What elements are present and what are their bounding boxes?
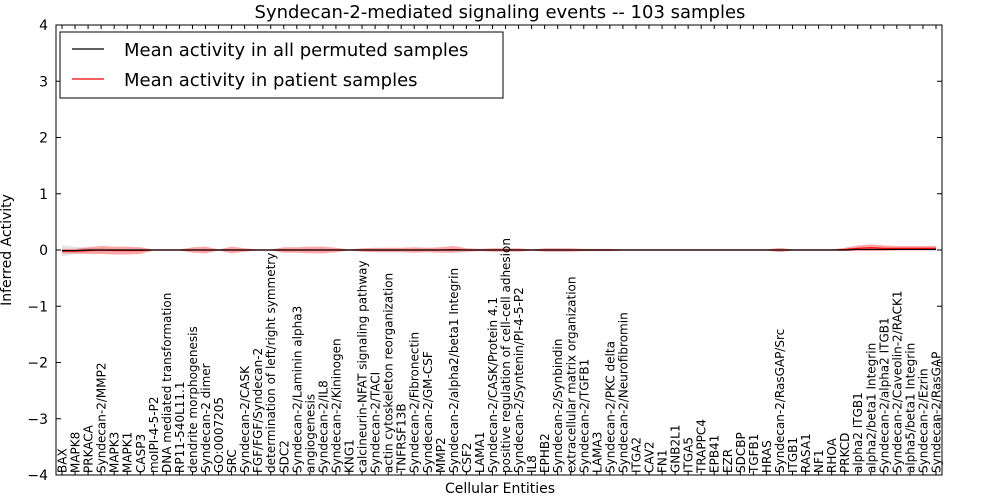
x-tick-label: Syndecan-2/IL8	[316, 380, 330, 473]
legend-label-patient: Mean activity in patient samples	[124, 70, 418, 91]
x-tick-label: MMP2	[434, 437, 448, 473]
x-tick-label: Syndecan-2/RasGAP	[930, 352, 944, 473]
series-line-0	[62, 248, 936, 252]
x-tick-label: Syndecan-2/alpha2/beta1 Integrin	[447, 268, 461, 473]
y-tick-label: 4	[39, 18, 48, 34]
x-tick-label: Syndecan-2/Caveolin-2/RACK1	[890, 291, 904, 473]
x-tick-label: MAPK1	[121, 432, 135, 473]
x-tick-label: CAV2	[643, 441, 657, 473]
x-tick-label: Syndecan-2/alpha2 ITGB1	[877, 317, 891, 473]
x-tick-label: Syndecan-2/Syntenin/PI-4-5-P2	[512, 287, 526, 473]
x-tick-label: CASP3	[134, 434, 148, 473]
y-tick-label: 3	[39, 74, 48, 90]
x-tick-label: PRKCD	[838, 433, 852, 473]
x-tick-label: Syndecan-2/RasGAP/Src	[773, 329, 787, 473]
x-tick-label: Syndecan-2/MMP2	[95, 363, 109, 473]
x-tick-label: Syndecan-2/GM-CSF	[421, 351, 435, 473]
x-tick-label: ITGB1	[786, 437, 800, 473]
y-tick-label: −2	[27, 356, 48, 372]
x-axis-label: Cellular Entities	[445, 481, 555, 497]
x-tick-label: IL8	[525, 455, 539, 473]
x-tick-label: EPB41	[708, 435, 722, 473]
y-tick-label: −4	[27, 468, 48, 484]
x-tick-label: TGFB1	[747, 434, 761, 474]
x-tick-label: Syndecan-2/PKC delta	[603, 341, 617, 473]
x-tick-label: EZR	[721, 449, 735, 473]
x-tick-label: angiogenesis	[303, 394, 317, 473]
x-axis: BAX MAPK8 PRKACA Syndecan-2/MMP2 MAPK3 MAPK1 C…	[56, 25, 944, 475]
x-tick-label: RP11-540L11.1	[173, 382, 187, 473]
x-tick-label: FGF/FGF/Syndecan-2	[251, 348, 265, 473]
x-tick-label: ITGA5	[682, 437, 696, 473]
x-tick-label: KNG1	[342, 439, 356, 473]
x-tick-label: Syndecan-2/TACI	[369, 372, 383, 473]
x-tick-label: PRKACA	[82, 424, 96, 473]
x-tick-label: NF1	[812, 449, 826, 473]
x-tick-label: Syndecan-2/Neurofibromin	[616, 312, 630, 473]
x-tick-label: SRC	[225, 449, 239, 473]
x-tick-label: MAPK8	[69, 432, 83, 473]
x-tick-label: EPHB2	[538, 433, 552, 473]
x-tick-label: BAX	[56, 448, 70, 473]
x-tick-label: Syndecan-2/Laminin alpha3	[290, 306, 304, 473]
x-tick-label: dendrite morphogenesis	[186, 326, 200, 473]
legend: Mean activity in all permuted samples Me…	[59, 31, 504, 99]
x-tick-label: SDCBP	[734, 432, 748, 473]
x-tick-label: CSF2	[460, 442, 474, 473]
x-tick-label: positive regulation of cell-cell adhesio…	[499, 238, 513, 473]
y-tick-label: 2	[39, 131, 48, 147]
x-tick-label: Syndecan-2/TGFB1	[577, 359, 591, 473]
x-tick-label: moIPI-4-5-P2	[147, 397, 161, 473]
x-tick-label: RHOA	[825, 437, 839, 473]
x-tick-label: calcineurin-NFAT signaling pathway	[356, 260, 370, 473]
legend-box	[59, 31, 504, 99]
x-tick-label: TRAPPC4	[695, 419, 709, 474]
x-tick-label: HRAS	[760, 440, 774, 473]
x-tick-label: alpha2/beta1 Integrin	[864, 343, 878, 473]
x-tick-label: SDC2	[277, 440, 291, 473]
x-tick-label: FN1	[656, 449, 670, 473]
y-tick-label: 0	[39, 243, 48, 259]
y-tick-label: −3	[27, 412, 48, 428]
x-tick-label: RASA1	[799, 433, 813, 473]
legend-label-permuted: Mean activity in all permuted samples	[124, 40, 468, 61]
x-tick-label: GO:0007205	[212, 397, 226, 473]
x-tick-label: MAPK3	[108, 432, 122, 473]
x-tick-label: DNA mediated transformation	[160, 293, 174, 473]
x-tick-label: actin cytoskeleton reorganization	[382, 273, 396, 473]
x-tick-label: determination of left/right symmetry	[264, 253, 278, 473]
x-tick-label: TNFRSF13B	[395, 403, 409, 474]
x-tick-label: LAMA1	[473, 432, 487, 473]
chart-title: Syndecan-2-mediated signaling events -- …	[255, 2, 746, 23]
y-tick-label: 1	[39, 187, 48, 203]
x-tick-label: Syndecan-2/Synbindin	[551, 339, 565, 473]
y-axis: −4 −3 −2 −1 0 1 2 3 4	[27, 18, 942, 484]
x-tick-label: Syndecan-2/Kininogen	[329, 338, 343, 473]
y-tick-label: −1	[27, 299, 48, 315]
x-tick-label: Syndecan-2 dimer	[199, 363, 213, 473]
x-tick-label: Syndecan-2/Fibronectin	[408, 332, 422, 473]
x-tick-label: alpha5/beta1 Integrin	[903, 343, 917, 473]
y-axis-label: Inferred Activity	[0, 194, 15, 306]
x-tick-label: Syndecan-2/Ezrin	[916, 368, 930, 473]
x-tick-label: LAMA3	[590, 432, 604, 473]
x-tick-label: alpha2 ITGB1	[851, 392, 865, 473]
plot-area	[62, 244, 936, 257]
x-tick-label: extracellular matrix organization	[564, 277, 578, 474]
x-tick-label: Syndecan-2/CASK/Protein 4.1	[486, 297, 500, 473]
x-tick-label: ITGA2	[629, 437, 643, 473]
x-tick-label: Syndecan-2/CASK	[238, 365, 252, 473]
x-tick-label: GNB2L1	[669, 425, 683, 473]
